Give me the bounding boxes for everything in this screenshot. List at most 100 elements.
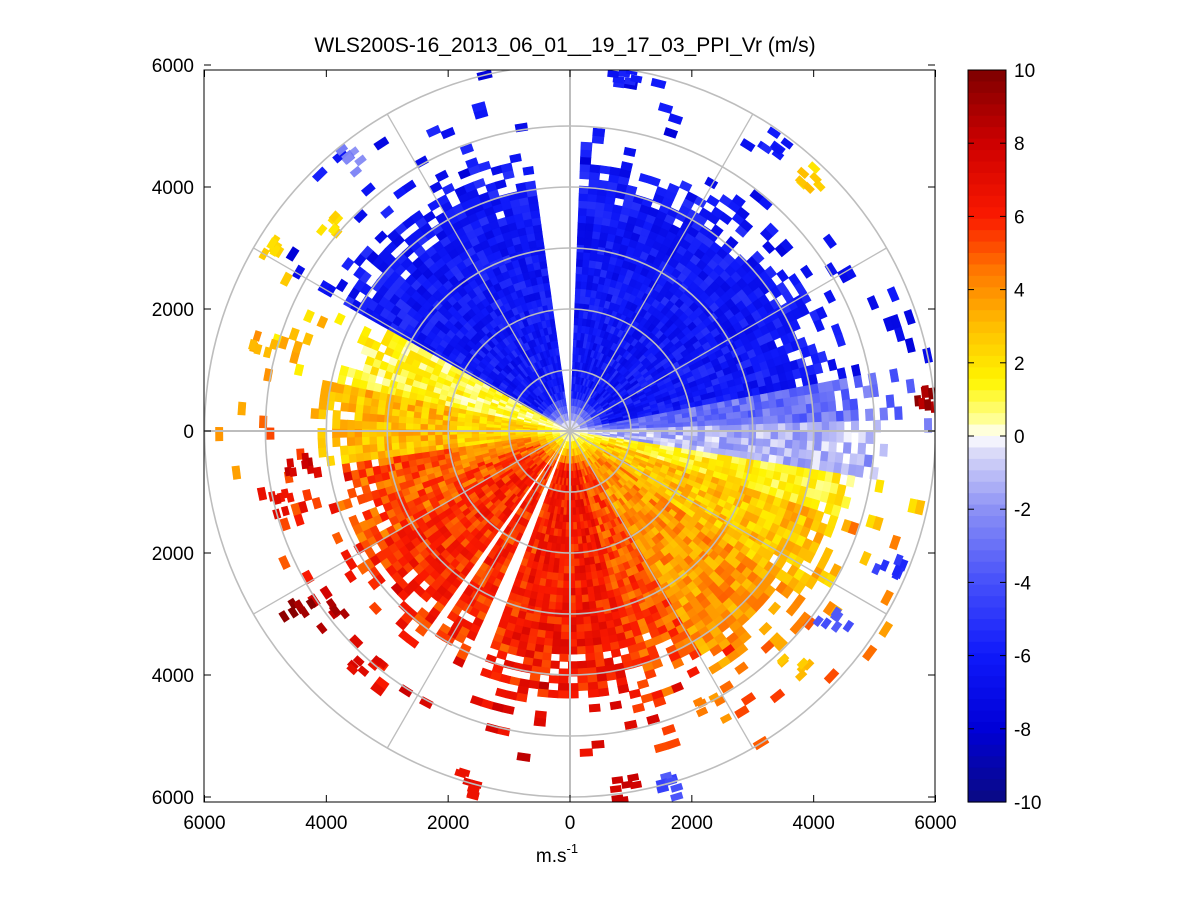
colorbar-swatch: [968, 664, 1006, 677]
colorbar-swatch: [968, 458, 1006, 471]
colorbar-swatch: [968, 619, 1006, 632]
colorbar-swatch: [968, 138, 1006, 151]
colorbar-swatch: [968, 355, 1006, 368]
colorbar-swatch: [968, 184, 1006, 197]
y-tick-label: 6000: [152, 788, 194, 809]
colorbar-swatch: [968, 584, 1006, 597]
colorbar-swatch: [968, 81, 1006, 94]
polar-grid: [204, 70, 935, 798]
y-tick-label: 6000: [152, 56, 194, 77]
colorbar-swatch: [968, 367, 1006, 380]
colorbar-tick-label: 0: [1014, 427, 1025, 448]
colorbar-swatch: [968, 70, 1006, 83]
spoke-240: [253, 430, 571, 615]
spoke-210: [386, 430, 571, 749]
colorbar-swatch: [968, 378, 1006, 391]
colorbar-swatch: [968, 275, 1006, 288]
colorbar-swatch: [968, 344, 1006, 357]
colorbar: 10 8 6 4 2 0 -2 -4 -6 -8 -10: [967, 61, 1041, 814]
colorbar-swatch: [968, 744, 1006, 757]
colorbar-swatch: [968, 195, 1006, 208]
spoke-330: [386, 113, 571, 432]
y-tick-label: 0: [183, 422, 194, 443]
colorbar-swatch: [968, 699, 1006, 712]
colorbar-swatch: [968, 207, 1006, 220]
colorbar-tick-label: -6: [1014, 647, 1031, 668]
colorbar-swatch: [968, 516, 1006, 529]
colorbar-swatch: [968, 92, 1006, 105]
colorbar-swatch: [968, 733, 1006, 746]
colorbar-swatch: [968, 104, 1006, 117]
spoke-30: [569, 113, 754, 432]
y-tick-label: 4000: [152, 666, 194, 687]
x-tick-label: 2000: [671, 813, 713, 834]
y-tick-label: 4000: [152, 178, 194, 199]
colorbar-tick-label: 10: [1014, 61, 1035, 82]
colorbar-swatch: [968, 550, 1006, 563]
colorbar-swatch: [968, 390, 1006, 403]
colorbar-swatch: [968, 150, 1006, 163]
velocity-field: [215, 70, 935, 802]
colorbar-swatch: [968, 756, 1006, 769]
colorbar-swatch: [968, 721, 1006, 734]
colorbar-swatch: [968, 630, 1006, 643]
y-axis: 6000 4000 2000 0 2000 4000 6000: [152, 56, 935, 809]
colorbar-tick-label: -10: [1014, 793, 1041, 814]
x-tick-label: 0: [565, 813, 576, 834]
x-tick-label: 6000: [183, 813, 225, 834]
colorbar-swatch: [968, 424, 1006, 437]
colorbar-swatch: [968, 573, 1006, 586]
colorbar-swatch: [968, 310, 1006, 323]
colorbar-tick-label: 2: [1014, 354, 1025, 375]
colorbar-swatch: [968, 653, 1006, 666]
x-tick-label: 6000: [914, 813, 956, 834]
colorbar-tick-label: 8: [1014, 134, 1025, 155]
colorbar-swatch: [968, 561, 1006, 574]
colorbar-swatch: [968, 218, 1006, 231]
colorbar-tick-label: 4: [1014, 281, 1025, 302]
colorbar-swatch: [968, 264, 1006, 277]
x-tick-label: 4000: [305, 813, 347, 834]
colorbar-swatch: [968, 287, 1006, 300]
colorbar-tick-label: -8: [1014, 720, 1031, 741]
colorbar-swatch: [968, 470, 1006, 483]
x-axis-label: m.s-1: [536, 841, 578, 867]
colorbar-swatch: [968, 676, 1006, 689]
spoke-60: [569, 247, 887, 432]
colorbar-swatch: [968, 253, 1006, 266]
colorbar-tick-label: 6: [1014, 207, 1025, 228]
colorbar-swatch: [968, 710, 1006, 723]
colorbar-swatch: [968, 607, 1006, 620]
colorbar-swatch: [968, 321, 1006, 334]
colorbar-swatch: [968, 779, 1006, 792]
colorbar-swatch: [968, 538, 1006, 551]
colorbar-swatch: [968, 596, 1006, 609]
colorbar-swatch: [968, 790, 1006, 803]
colorbar-swatch: [968, 767, 1006, 780]
colorbar-swatch: [968, 230, 1006, 243]
x-tick-label: 2000: [427, 813, 469, 834]
colorbar-swatch: [968, 481, 1006, 494]
y-tick-label: 2000: [152, 300, 194, 321]
colorbar-tick-label: -4: [1014, 573, 1031, 594]
colorbar-swatch: [968, 298, 1006, 311]
colorbar-swatch: [968, 127, 1006, 140]
colorbar-swatch: [968, 493, 1006, 506]
colorbar-swatch: [968, 447, 1006, 460]
colorbar-swatch: [968, 333, 1006, 346]
colorbar-swatch: [968, 641, 1006, 654]
colorbar-swatch: [968, 401, 1006, 414]
spoke-300: [253, 247, 571, 432]
colorbar-swatch: [968, 161, 1006, 174]
x-tick-label: 4000: [793, 813, 835, 834]
colorbar-swatch: [968, 504, 1006, 517]
colorbar-swatch: [968, 687, 1006, 700]
colorbar-swatch: [968, 172, 1006, 185]
colorbar-swatch: [968, 115, 1006, 128]
x-axis: 6000 4000 2000 0 2000 4000 6000: [183, 70, 957, 834]
colorbar-swatch: [968, 527, 1006, 540]
chart-title: WLS200S-16_2013_06_01__19_17_03_PPI_Vr (…: [314, 34, 815, 57]
colorbar-swatch: [968, 436, 1006, 449]
